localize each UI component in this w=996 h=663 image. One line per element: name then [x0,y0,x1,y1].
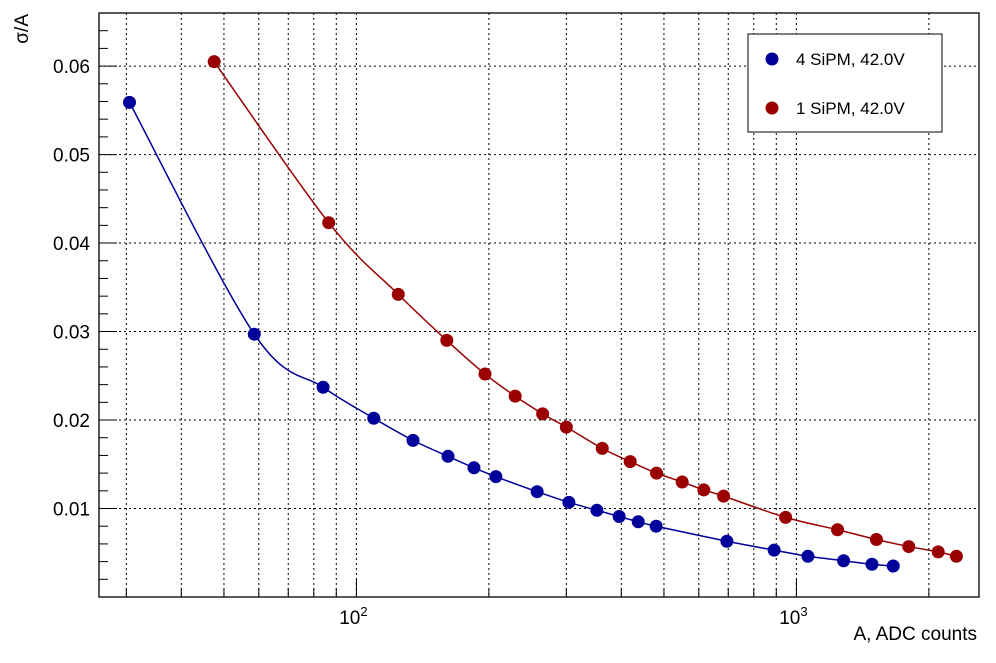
data-point-series-0 [467,461,481,475]
data-point-series-1 [623,455,637,469]
data-point-series-0 [649,519,663,533]
x-axis-title: A, ADC counts [853,624,977,645]
data-point-series-1 [717,489,731,503]
legend-label-4sipm: 4 SiPM, 42.0V [796,50,905,69]
data-point-series-1 [902,540,916,554]
data-point-series-1 [779,510,793,524]
legend-marker-4sipm [765,52,779,66]
data-point-series-1 [595,441,609,455]
data-point-series-1 [440,333,454,347]
y-tick-label: 0.02 [53,411,90,432]
data-point-series-0 [720,534,734,548]
y-tick-label: 0.01 [53,500,90,521]
data-point-series-0 [886,559,900,573]
y-axis-title: σ/A [12,14,33,44]
data-point-series-1 [207,55,221,69]
data-point-series-1 [869,532,883,546]
data-point-series-0 [562,495,576,509]
data-point-series-0 [441,449,455,463]
fit-line-series-1 [213,61,957,558]
data-point-series-1 [831,523,845,537]
data-point-series-0 [865,557,879,571]
data-series [123,55,963,573]
data-point-series-0 [530,485,544,499]
legend-label-1sipm: 1 SiPM, 42.0V [796,99,905,118]
legend: 4 SiPM, 42.0V 1 SiPM, 42.0V [747,33,943,133]
data-point-series-0 [767,543,781,557]
data-point-series-0 [489,470,503,484]
y-tick-label: 0.05 [53,146,90,167]
y-tick-label: 0.03 [53,323,90,344]
data-point-series-1 [949,549,963,563]
data-point-series-0 [801,549,815,563]
data-point-series-1 [508,389,522,403]
data-point-series-0 [837,554,851,568]
data-point-series-1 [559,420,573,434]
data-point-series-1 [931,545,945,559]
data-point-series-1 [536,407,550,421]
plot-frame [98,12,980,598]
data-point-series-0 [631,515,645,529]
data-point-series-1 [697,483,711,497]
y-tick-labels: 0.01 0.02 0.03 0.04 0.05 0.06 [53,57,90,520]
data-point-series-0 [316,380,330,394]
data-point-series-0 [247,327,261,341]
x-tick-label: 102 [339,604,367,629]
data-point-series-0 [612,509,626,523]
y-tick-label: 0.04 [53,234,90,255]
x-tick-label: 103 [779,604,807,629]
data-point-series-1 [322,216,336,230]
data-point-series-0 [590,503,604,517]
data-point-series-1 [650,466,664,480]
legend-marker-1sipm [765,101,779,115]
data-point-series-0 [406,433,420,447]
data-point-series-0 [367,411,381,425]
data-point-series-1 [391,287,405,301]
y-tick-label: 0.06 [53,57,90,78]
data-point-series-1 [478,367,492,381]
x-tick-labels: 102 103 [339,604,807,629]
legend-box [747,33,943,133]
data-point-series-1 [675,475,689,489]
fit-line-series-0 [128,102,894,567]
axis-ticks [99,12,930,598]
grid [99,13,979,597]
data-point-series-0 [123,95,137,109]
